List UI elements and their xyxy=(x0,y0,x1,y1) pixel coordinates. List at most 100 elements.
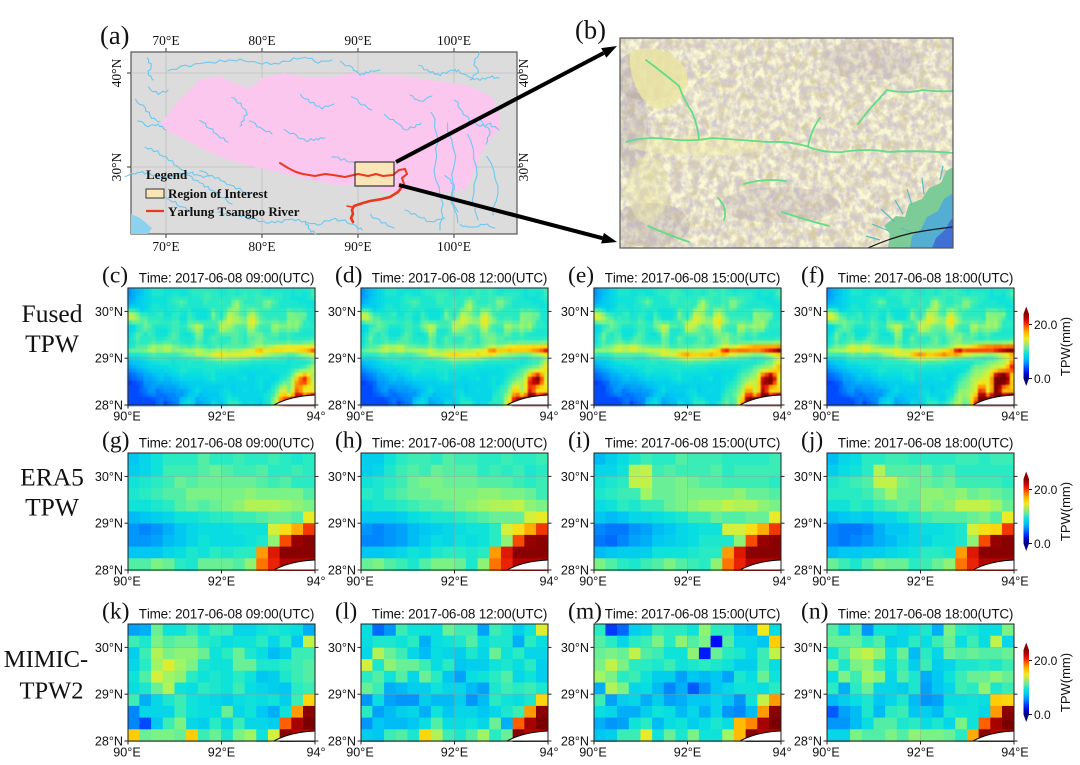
svg-text:94°: 94° xyxy=(306,410,325,424)
svg-text:90°E: 90°E xyxy=(344,239,371,254)
svg-text:90°E: 90°E xyxy=(346,575,373,589)
svg-text:TPW(mm): TPW(mm) xyxy=(1058,482,1073,541)
svg-text:MIMIC-: MIMIC- xyxy=(4,646,88,673)
svg-text:94°: 94° xyxy=(772,746,791,760)
svg-text:94°: 94° xyxy=(539,746,558,760)
svg-text:90°E: 90°E xyxy=(579,746,606,760)
svg-text:29°N: 29°N xyxy=(561,517,589,531)
svg-text:80°E: 80°E xyxy=(248,239,275,254)
svg-text:28°N: 28°N xyxy=(95,564,123,578)
svg-text:90°E: 90°E xyxy=(812,410,839,424)
svg-text:Time: 2017-06-08 15:00(UTC): Time: 2017-06-08 15:00(UTC) xyxy=(605,271,780,286)
svg-text:29°N: 29°N xyxy=(561,688,589,702)
svg-text:0.0: 0.0 xyxy=(1034,372,1051,386)
svg-text:92°E: 92°E xyxy=(441,575,468,589)
svg-text:(e): (e) xyxy=(568,263,594,289)
svg-text:94°E: 94°E xyxy=(1001,410,1028,424)
svg-text:(m): (m) xyxy=(568,599,602,625)
svg-text:TPW: TPW xyxy=(25,329,80,358)
svg-text:TPW: TPW xyxy=(25,493,80,522)
svg-text:28°N: 28°N xyxy=(561,399,589,413)
svg-text:100°E: 100°E xyxy=(437,239,471,254)
svg-text:94°: 94° xyxy=(539,575,558,589)
svg-text:Time: 2017-06-08 18:00(UTC): Time: 2017-06-08 18:00(UTC) xyxy=(838,607,1013,622)
svg-text:92°E: 92°E xyxy=(907,575,934,589)
svg-text:28°N: 28°N xyxy=(95,735,123,749)
svg-text:(h): (h) xyxy=(335,428,362,454)
svg-text:0.0: 0.0 xyxy=(1034,537,1051,551)
svg-text:80°E: 80°E xyxy=(248,33,275,48)
svg-text:30°N: 30°N xyxy=(794,641,822,655)
svg-text:92°E: 92°E xyxy=(208,746,235,760)
svg-text:92°E: 92°E xyxy=(674,746,701,760)
svg-text:29°N: 29°N xyxy=(328,688,356,702)
svg-text:(j): (j) xyxy=(801,428,823,454)
svg-text:30°N: 30°N xyxy=(95,305,123,319)
svg-text:100°E: 100°E xyxy=(437,33,471,48)
svg-text:94°: 94° xyxy=(772,575,791,589)
svg-text:92°E: 92°E xyxy=(208,575,235,589)
svg-text:30°N: 30°N xyxy=(328,305,356,319)
svg-text:Time: 2017-06-08 18:00(UTC): Time: 2017-06-08 18:00(UTC) xyxy=(838,271,1013,286)
svg-text:(a): (a) xyxy=(100,20,129,50)
svg-text:30°N: 30°N xyxy=(561,305,589,319)
svg-text:Time: 2017-06-08 12:00(UTC): Time: 2017-06-08 12:00(UTC) xyxy=(372,436,547,451)
svg-text:94°E: 94°E xyxy=(1001,746,1028,760)
svg-text:92°E: 92°E xyxy=(208,410,235,424)
svg-text:94°: 94° xyxy=(306,575,325,589)
svg-text:Time: 2017-06-08 12:00(UTC): Time: 2017-06-08 12:00(UTC) xyxy=(372,607,547,622)
svg-text:20.0: 20.0 xyxy=(1034,318,1058,332)
svg-text:29°N: 29°N xyxy=(95,517,123,531)
svg-text:(d): (d) xyxy=(335,263,362,289)
svg-text:29°N: 29°N xyxy=(794,352,822,366)
svg-text:(k): (k) xyxy=(102,599,129,625)
svg-text:Time: 2017-06-08 09:00(UTC): Time: 2017-06-08 09:00(UTC) xyxy=(139,436,314,451)
svg-text:Region of Interest: Region of Interest xyxy=(168,186,268,201)
svg-text:29°N: 29°N xyxy=(561,352,589,366)
svg-text:28°N: 28°N xyxy=(794,735,822,749)
svg-text:(g): (g) xyxy=(102,428,129,454)
svg-text:30°N: 30°N xyxy=(561,641,589,655)
svg-text:Time: 2017-06-08 15:00(UTC): Time: 2017-06-08 15:00(UTC) xyxy=(605,607,780,622)
svg-text:92°E: 92°E xyxy=(907,410,934,424)
svg-text:Time: 2017-06-08 15:00(UTC): Time: 2017-06-08 15:00(UTC) xyxy=(605,436,780,451)
svg-text:28°N: 28°N xyxy=(794,399,822,413)
svg-text:30°N: 30°N xyxy=(109,152,124,181)
svg-text:30°N: 30°N xyxy=(95,470,123,484)
svg-text:TPW(mm): TPW(mm) xyxy=(1058,653,1073,712)
svg-text:29°N: 29°N xyxy=(794,517,822,531)
svg-text:20.0: 20.0 xyxy=(1034,654,1058,668)
svg-text:40°N: 40°N xyxy=(109,58,124,87)
svg-text:28°N: 28°N xyxy=(328,564,356,578)
svg-text:Yarlung Tsangpo River: Yarlung Tsangpo River xyxy=(168,204,300,219)
svg-text:92°E: 92°E xyxy=(441,410,468,424)
svg-text:29°N: 29°N xyxy=(328,352,356,366)
svg-text:90°E: 90°E xyxy=(113,575,140,589)
svg-text:90°E: 90°E xyxy=(346,746,373,760)
svg-text:90°E: 90°E xyxy=(812,575,839,589)
svg-text:30°N: 30°N xyxy=(328,470,356,484)
svg-text:29°N: 29°N xyxy=(794,688,822,702)
svg-text:40°N: 40°N xyxy=(516,58,531,87)
svg-text:(b): (b) xyxy=(575,15,606,45)
svg-text:30°N: 30°N xyxy=(328,641,356,655)
svg-text:90°E: 90°E xyxy=(344,33,371,48)
svg-text:29°N: 29°N xyxy=(95,352,123,366)
svg-text:(l): (l) xyxy=(335,599,357,625)
svg-text:20.0: 20.0 xyxy=(1034,483,1058,497)
svg-text:(f): (f) xyxy=(801,263,824,289)
svg-text:94°: 94° xyxy=(772,410,791,424)
svg-text:28°N: 28°N xyxy=(328,735,356,749)
svg-text:70°E: 70°E xyxy=(152,33,179,48)
svg-text:30°N: 30°N xyxy=(561,470,589,484)
svg-text:90°E: 90°E xyxy=(113,410,140,424)
svg-text:90°E: 90°E xyxy=(812,746,839,760)
svg-text:Time: 2017-06-08 12:00(UTC): Time: 2017-06-08 12:00(UTC) xyxy=(372,271,547,286)
svg-text:90°E: 90°E xyxy=(579,410,606,424)
svg-text:70°E: 70°E xyxy=(152,239,179,254)
svg-text:28°N: 28°N xyxy=(561,735,589,749)
svg-text:29°N: 29°N xyxy=(328,517,356,531)
svg-text:TPW(mm): TPW(mm) xyxy=(1058,317,1073,376)
svg-text:Legend: Legend xyxy=(146,167,188,182)
svg-text:28°N: 28°N xyxy=(561,564,589,578)
